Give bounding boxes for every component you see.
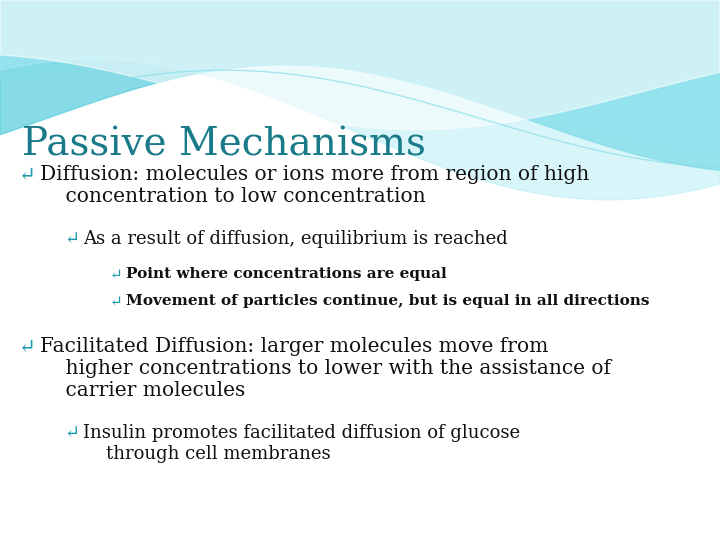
Text: ↵: ↵ bbox=[19, 338, 36, 356]
Text: ↵: ↵ bbox=[109, 267, 122, 281]
Text: Point where concentrations are equal: Point where concentrations are equal bbox=[126, 267, 446, 281]
Text: Passive Mechanisms: Passive Mechanisms bbox=[22, 127, 426, 164]
Text: ↵: ↵ bbox=[109, 294, 122, 308]
Text: ↵: ↵ bbox=[64, 424, 79, 442]
Text: As a result of diffusion, equilibrium is reached: As a result of diffusion, equilibrium is… bbox=[83, 230, 508, 247]
Text: Facilitated Diffusion: larger molecules move from
    higher concentrations to l: Facilitated Diffusion: larger molecules … bbox=[40, 338, 611, 401]
Text: Diffusion: molecules or ions more from region of high
    concentration to low c: Diffusion: molecules or ions more from r… bbox=[40, 165, 589, 206]
Text: Insulin promotes facilitated diffusion of glucose
    through cell membranes: Insulin promotes facilitated diffusion o… bbox=[83, 424, 520, 463]
Text: ↵: ↵ bbox=[64, 230, 79, 247]
Text: ↵: ↵ bbox=[19, 165, 36, 184]
Text: Movement of particles continue, but is equal in all directions: Movement of particles continue, but is e… bbox=[126, 294, 649, 308]
